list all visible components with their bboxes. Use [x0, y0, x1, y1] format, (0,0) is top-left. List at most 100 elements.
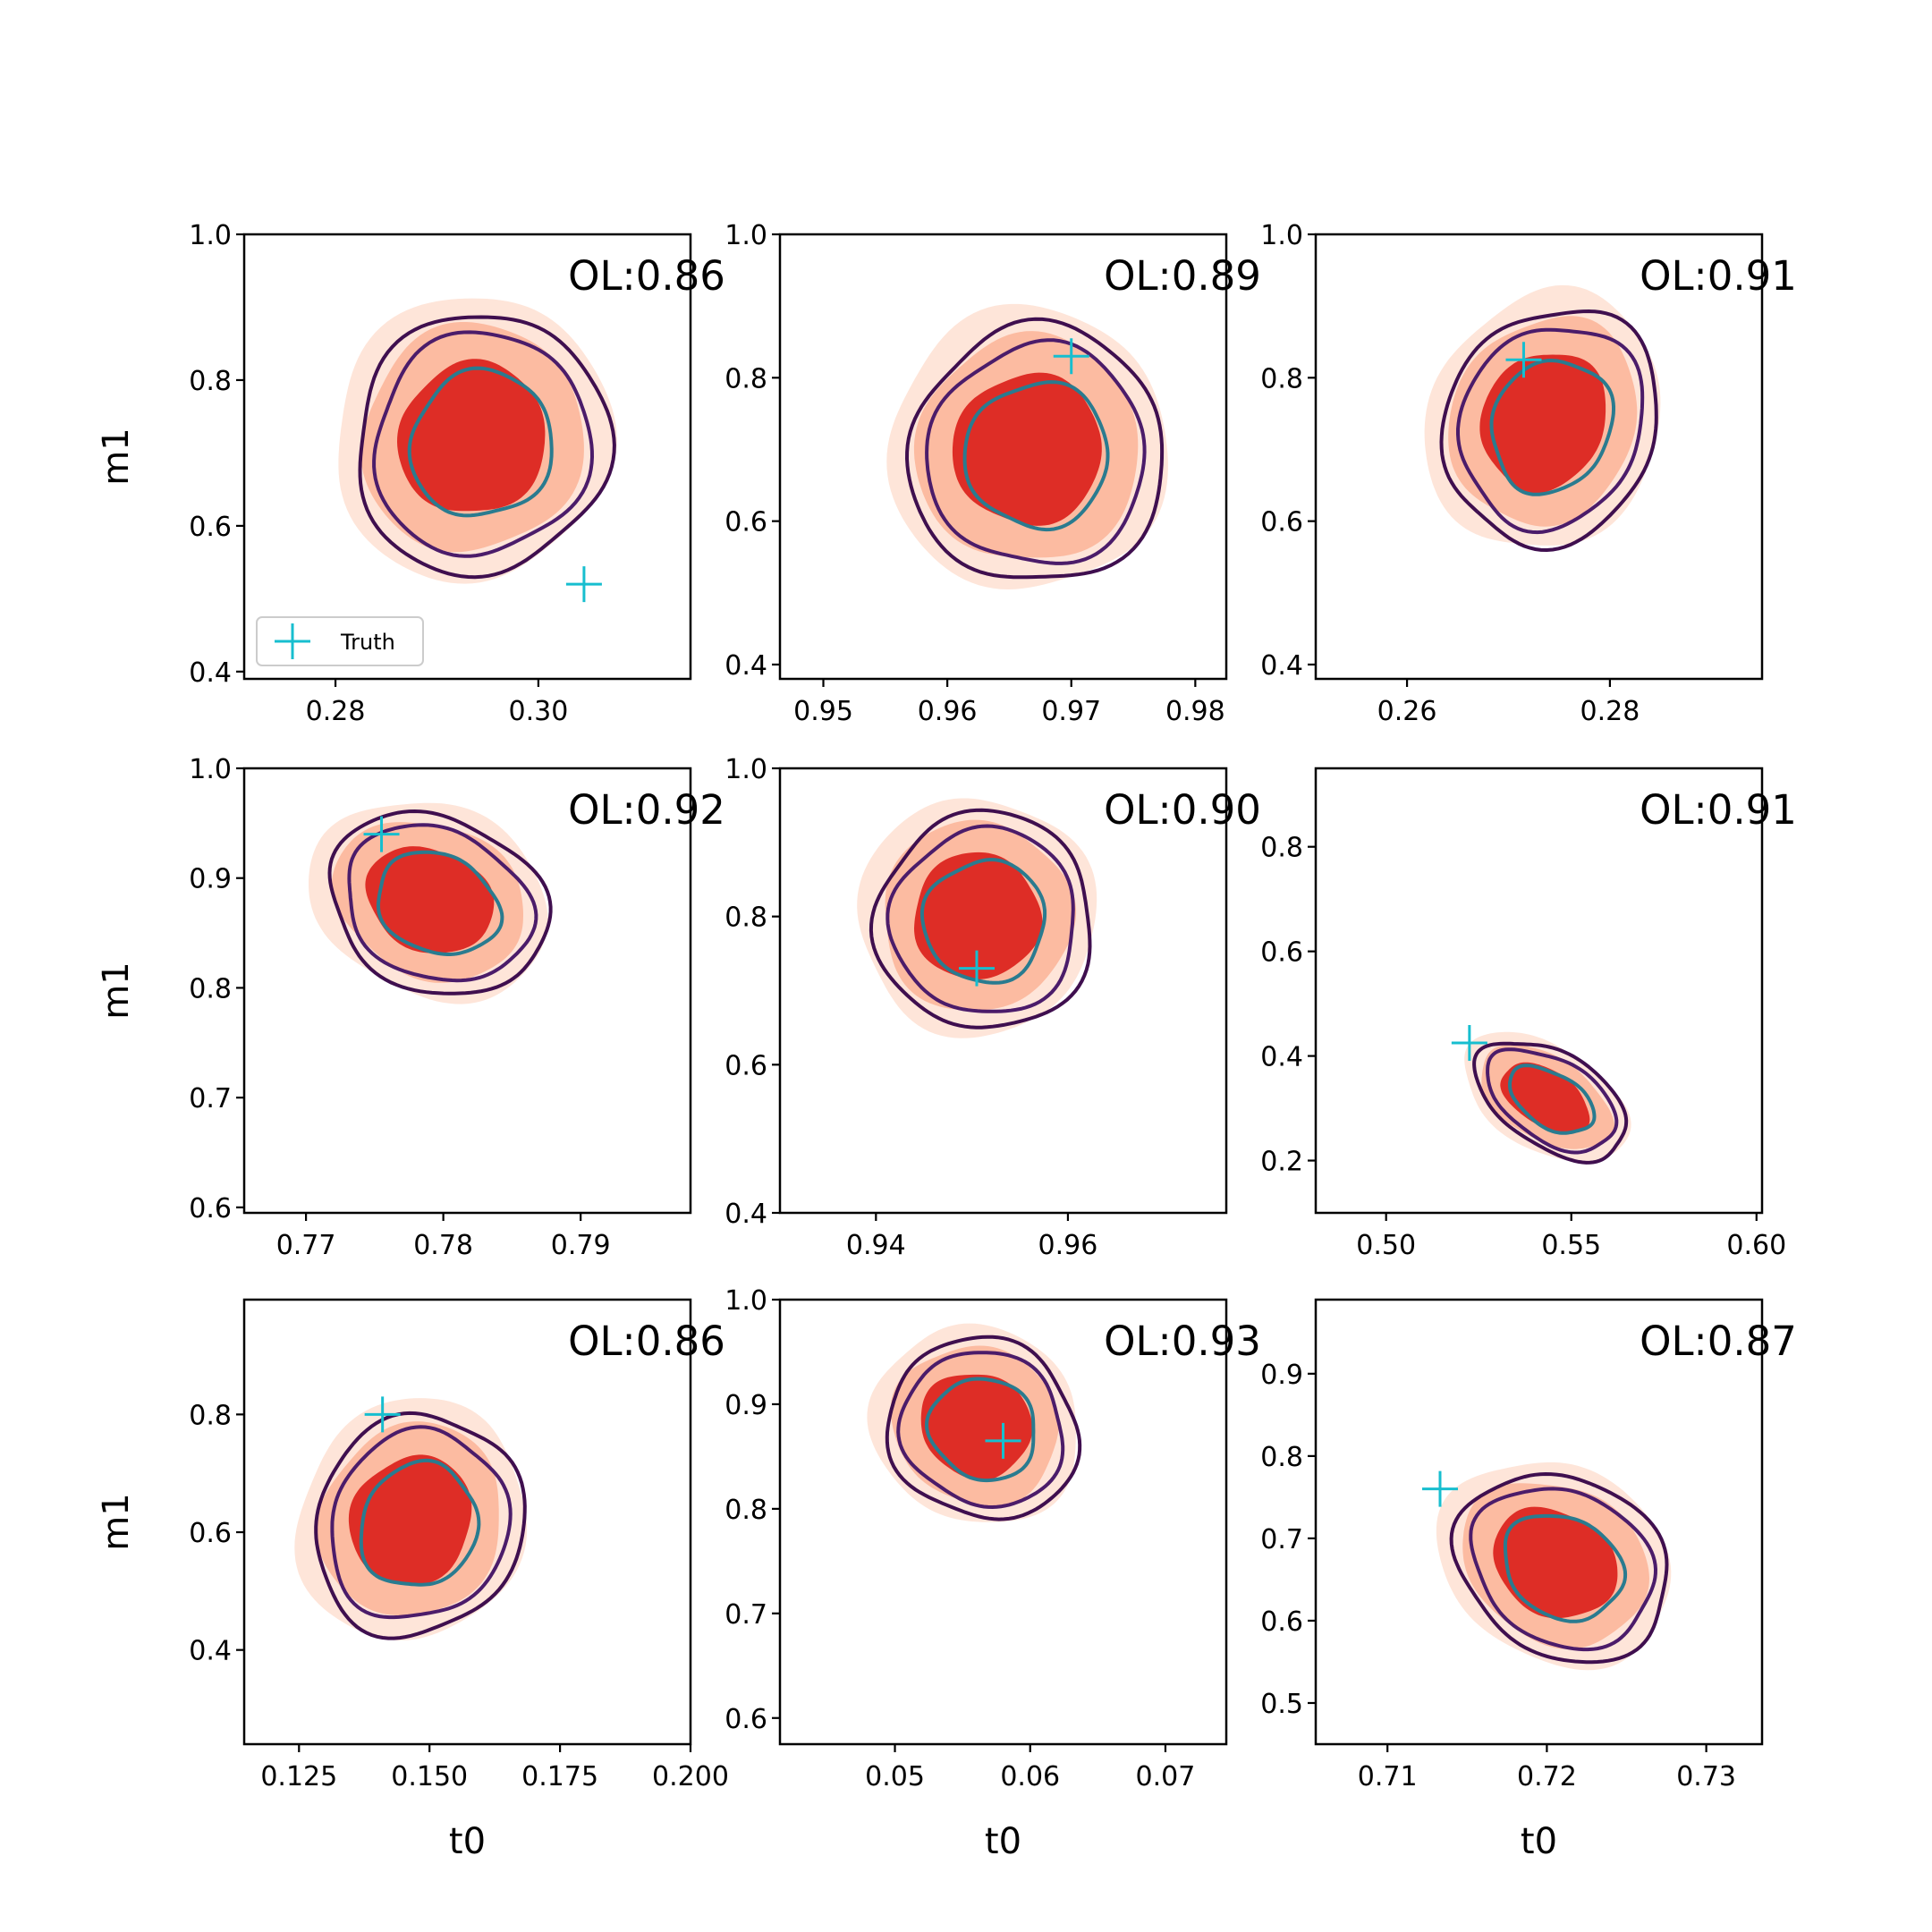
y-tick-label: 0.8 — [724, 1495, 767, 1526]
panel-5: 0.94 0.96 0.4 0.6 0.8 1.0 OL:0.90 — [724, 754, 1261, 1261]
x-tick-label: 0.71 — [1358, 1761, 1418, 1792]
truth-marker — [958, 950, 995, 987]
fill-1sigma — [920, 1374, 1033, 1481]
x-tick-label: 0.06 — [1000, 1761, 1060, 1792]
truth-marker — [985, 1422, 1021, 1459]
overlap-label: OL:0.86 — [568, 1318, 725, 1365]
y-tick-label: 0.6 — [1260, 937, 1303, 969]
y-tick-label: 1.0 — [189, 220, 232, 251]
x-tick-label: 0.30 — [508, 696, 568, 727]
x-tick-label: 0.05 — [865, 1761, 925, 1792]
overlap-label: OL:0.87 — [1640, 1318, 1797, 1365]
panel-7: 0.125 0.150 0.175 0.200 0.4 0.6 0.8 OL:0.86 m1 t0 — [96, 1298, 729, 1862]
fill-1sigma — [1493, 1506, 1618, 1619]
legend: Truth — [256, 616, 424, 666]
y-tick-label: 1.0 — [724, 1285, 767, 1317]
contour-inner — [919, 858, 1047, 985]
y-tick-label: 0.7 — [724, 1599, 767, 1631]
panel-3: 0.26 0.28 0.4 0.6 0.8 1.0 OL:0.91 — [1260, 220, 1797, 727]
axes-frame — [778, 767, 1228, 1215]
x-tick-label: 0.96 — [1038, 1230, 1098, 1261]
x-tick-label: 0.72 — [1517, 1761, 1577, 1792]
x-tick-label: 0.78 — [413, 1230, 473, 1261]
y-tick-label: 0.4 — [1260, 650, 1303, 682]
axes-frame — [778, 233, 1228, 681]
panel-9: 0.71 0.72 0.73 0.5 0.6 0.7 0.8 0.9 OL:0.87 t0 — [1260, 1298, 1797, 1862]
y-axis-label: m1 — [96, 1493, 137, 1550]
x-tick-label: 0.55 — [1541, 1230, 1601, 1261]
y-axis-label: m1 — [96, 962, 137, 1019]
contour-outer — [904, 317, 1165, 580]
contour-inner — [376, 850, 504, 956]
y-tick-label: 1.0 — [189, 754, 232, 785]
x-tick-label: 0.97 — [1041, 696, 1101, 727]
contour-outer — [358, 315, 616, 580]
y-tick-label: 0.8 — [1260, 833, 1303, 864]
x-tick-label: 0.98 — [1165, 696, 1225, 727]
truth-marker — [1422, 1470, 1459, 1507]
x-tick-label: 0.07 — [1136, 1761, 1196, 1792]
contour-outer — [1449, 1471, 1669, 1665]
overlap-label: OL:0.86 — [568, 252, 725, 300]
contour-mid — [1456, 327, 1645, 535]
x-tick-label: 0.200 — [652, 1761, 729, 1792]
y-tick-label: 0.9 — [724, 1390, 767, 1421]
y-tick-label: 0.6 — [1260, 507, 1303, 538]
contour-outer — [327, 809, 553, 996]
axes-frame — [1314, 233, 1764, 681]
contour-inner — [407, 366, 554, 518]
y-tick-label: 0.4 — [724, 650, 767, 682]
y-tick-label: 0.2 — [1260, 1147, 1303, 1178]
y-tick-label: 0.4 — [189, 1636, 232, 1667]
y-tick-label: 0.6 — [189, 1518, 232, 1549]
contour-inner — [359, 1458, 481, 1587]
x-tick-label: 0.73 — [1676, 1761, 1736, 1792]
contour-inner — [924, 1377, 1036, 1483]
contour-outer — [869, 808, 1092, 1030]
x-tick-label: 0.175 — [521, 1761, 598, 1792]
overlap-label: OL:0.90 — [1104, 786, 1261, 834]
truth-marker — [363, 816, 400, 852]
truth-marker — [1505, 342, 1542, 378]
fill-1sigma — [952, 372, 1102, 526]
fill-1sigma — [348, 1454, 472, 1585]
y-tick-label: 0.6 — [189, 512, 232, 543]
y-tick-label: 0.9 — [1260, 1360, 1303, 1391]
contour-outer — [314, 1411, 527, 1640]
x-tick-label: 0.28 — [1580, 696, 1640, 727]
y-tick-label: 0.9 — [189, 864, 232, 895]
overlap-label: OL:0.89 — [1104, 252, 1261, 300]
y-axis-label: m1 — [96, 428, 137, 485]
panel-2: 0.95 0.96 0.97 0.98 0.4 0.6 0.8 1.0 OL:0.89 — [724, 220, 1261, 727]
contour-mid — [347, 823, 538, 983]
x-tick-label: 0.150 — [391, 1761, 468, 1792]
fill-1sigma — [914, 852, 1043, 979]
overlap-label: OL:0.91 — [1640, 786, 1797, 834]
x-tick-label: 0.79 — [551, 1230, 611, 1261]
y-tick-label: 1.0 — [724, 754, 767, 785]
y-tick-label: 0.5 — [1260, 1689, 1303, 1720]
contour-mid — [330, 1425, 513, 1620]
contour-inner — [1489, 358, 1615, 496]
axes-frame — [242, 767, 692, 1215]
y-tick-label: 0.8 — [189, 366, 232, 397]
contour-inner — [962, 380, 1110, 532]
truth-marker — [364, 1396, 401, 1433]
axes-frame — [778, 1298, 1228, 1746]
y-tick-label: 0.4 — [1260, 1042, 1303, 1073]
axes-frame — [1314, 1298, 1764, 1746]
x-axis-label: t0 — [449, 1821, 486, 1862]
contour-outer — [1439, 309, 1658, 553]
contour-mid — [372, 330, 595, 558]
truth-marker — [1053, 338, 1089, 375]
legend-truth-marker — [275, 623, 310, 659]
overlap-label: OL:0.91 — [1640, 252, 1797, 300]
contour-mid — [896, 1351, 1065, 1510]
y-tick-label: 0.7 — [189, 1083, 232, 1114]
y-tick-label: 0.6 — [189, 1193, 232, 1224]
x-tick-label: 0.94 — [846, 1230, 906, 1261]
axes-frame — [1314, 767, 1764, 1215]
fill-1sigma — [365, 846, 495, 953]
y-tick-label: 0.6 — [1260, 1606, 1303, 1638]
